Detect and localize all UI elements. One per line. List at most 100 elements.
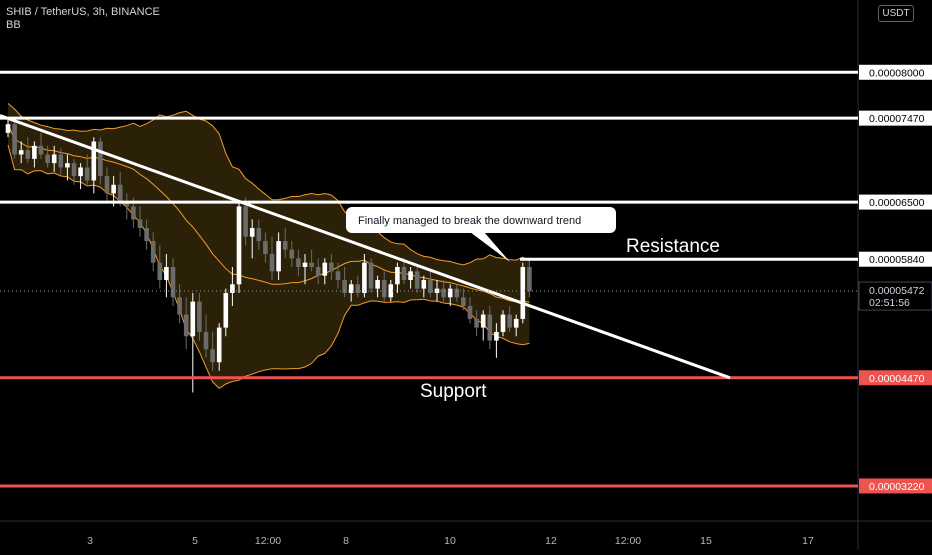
candle-body[interactable]: [428, 279, 433, 293]
candle-body[interactable]: [335, 271, 341, 280]
candle-body[interactable]: [527, 267, 532, 292]
candle-body[interactable]: [467, 305, 473, 319]
candle-body[interactable]: [98, 141, 103, 177]
level-price-label: 0.00003220: [869, 481, 925, 493]
bollinger-lower-line: [7, 144, 530, 390]
candle-body[interactable]: [362, 262, 367, 293]
candle-body[interactable]: [236, 206, 242, 285]
candle-body[interactable]: [408, 271, 413, 280]
candle-body[interactable]: [309, 262, 314, 267]
candle-body[interactable]: [474, 318, 479, 328]
candle-body[interactable]: [500, 314, 506, 332]
bollinger-band-fill: [8, 103, 530, 389]
level-price-label: 0.00004470: [869, 373, 925, 385]
candle-body[interactable]: [368, 262, 374, 289]
currency-button[interactable]: USDT: [878, 5, 914, 22]
candle-body[interactable]: [315, 267, 321, 276]
chart-legend: SHIB / TetherUS, 3h, BINANCE BB: [6, 6, 160, 32]
downtrend-line[interactable]: [0, 114, 731, 380]
candle-body[interactable]: [282, 241, 288, 250]
candle-body[interactable]: [289, 249, 295, 259]
candle-body[interactable]: [65, 163, 70, 168]
candle-body[interactable]: [157, 262, 163, 280]
candle-body[interactable]: [124, 202, 130, 207]
symbol-title[interactable]: SHIB / TetherUS, 3h, BINANCE: [6, 6, 160, 18]
candle-body[interactable]: [150, 241, 156, 263]
resistance-label[interactable]: Resistance: [626, 236, 720, 257]
level-price-tag: [859, 110, 932, 126]
support-label[interactable]: Support: [420, 381, 487, 402]
candle-body[interactable]: [190, 301, 196, 337]
candle-body[interactable]: [18, 150, 24, 155]
candle-body[interactable]: [348, 284, 354, 293]
candle-body[interactable]: [71, 163, 77, 177]
candle-body[interactable]: [447, 288, 453, 298]
level-price-tag: [859, 251, 932, 267]
candle-body[interactable]: [111, 184, 116, 194]
candle-body[interactable]: [322, 262, 328, 276]
candle-body[interactable]: [144, 228, 149, 242]
candle-body[interactable]: [177, 297, 182, 315]
candle-body[interactable]: [480, 314, 486, 328]
candle-body[interactable]: [197, 301, 202, 332]
candle-body[interactable]: [401, 267, 407, 280]
candle-body[interactable]: [395, 267, 400, 285]
x-tick-label: 8: [343, 535, 349, 547]
candle-body[interactable]: [78, 167, 83, 177]
candle-body[interactable]: [263, 241, 268, 255]
candle-body[interactable]: [84, 167, 90, 181]
indicator-label[interactable]: BB: [6, 19, 21, 31]
candle-body[interactable]: [243, 206, 248, 237]
candle-body[interactable]: [302, 262, 308, 267]
candle-body[interactable]: [388, 284, 394, 298]
candle-body[interactable]: [494, 331, 499, 341]
candle-body[interactable]: [342, 279, 347, 293]
candle-body[interactable]: [223, 292, 229, 328]
x-tick-label: 15: [700, 535, 712, 547]
candle-body[interactable]: [507, 314, 512, 328]
candle-body[interactable]: [414, 271, 420, 289]
candle-body[interactable]: [256, 228, 262, 242]
candle-body[interactable]: [454, 288, 460, 298]
candle-body[interactable]: [210, 349, 215, 363]
candle-body[interactable]: [131, 206, 136, 220]
x-tick-label: 12:00: [255, 535, 281, 547]
candle-body[interactable]: [329, 262, 334, 272]
candle-body[interactable]: [51, 154, 57, 164]
candle-body[interactable]: [183, 314, 189, 337]
candle-body[interactable]: [461, 297, 466, 306]
candle-body[interactable]: [91, 141, 97, 181]
candle-body[interactable]: [355, 284, 361, 293]
candle-body[interactable]: [137, 219, 143, 229]
candle-body[interactable]: [520, 267, 526, 319]
candle-body[interactable]: [12, 124, 17, 155]
candle-body[interactable]: [487, 314, 493, 341]
candle-body[interactable]: [5, 124, 11, 133]
candle-body[interactable]: [269, 254, 275, 272]
candle-body[interactable]: [276, 241, 281, 272]
candle-body[interactable]: [421, 279, 427, 289]
callout-text: Finally managed to break the downward tr…: [358, 215, 581, 227]
candle-body[interactable]: [58, 154, 64, 168]
level-price-label: 0.00007470: [869, 113, 925, 125]
candle-body[interactable]: [38, 145, 44, 155]
candle-body[interactable]: [513, 318, 519, 328]
candle-body[interactable]: [170, 267, 176, 298]
callout-box[interactable]: [346, 207, 616, 233]
candle-body[interactable]: [296, 258, 301, 267]
candle-body[interactable]: [249, 228, 255, 237]
candle-body[interactable]: [375, 279, 380, 289]
candle-body[interactable]: [117, 184, 123, 203]
candle-body[interactable]: [381, 279, 387, 298]
candle-body[interactable]: [164, 267, 169, 280]
candle-body[interactable]: [230, 284, 235, 293]
candle-body[interactable]: [203, 331, 209, 350]
candle-body[interactable]: [32, 145, 37, 159]
candle-body[interactable]: [104, 176, 110, 194]
candle-body[interactable]: [45, 154, 50, 164]
candle-body[interactable]: [441, 288, 446, 298]
candle-body[interactable]: [216, 327, 222, 363]
candle-body[interactable]: [25, 150, 31, 159]
